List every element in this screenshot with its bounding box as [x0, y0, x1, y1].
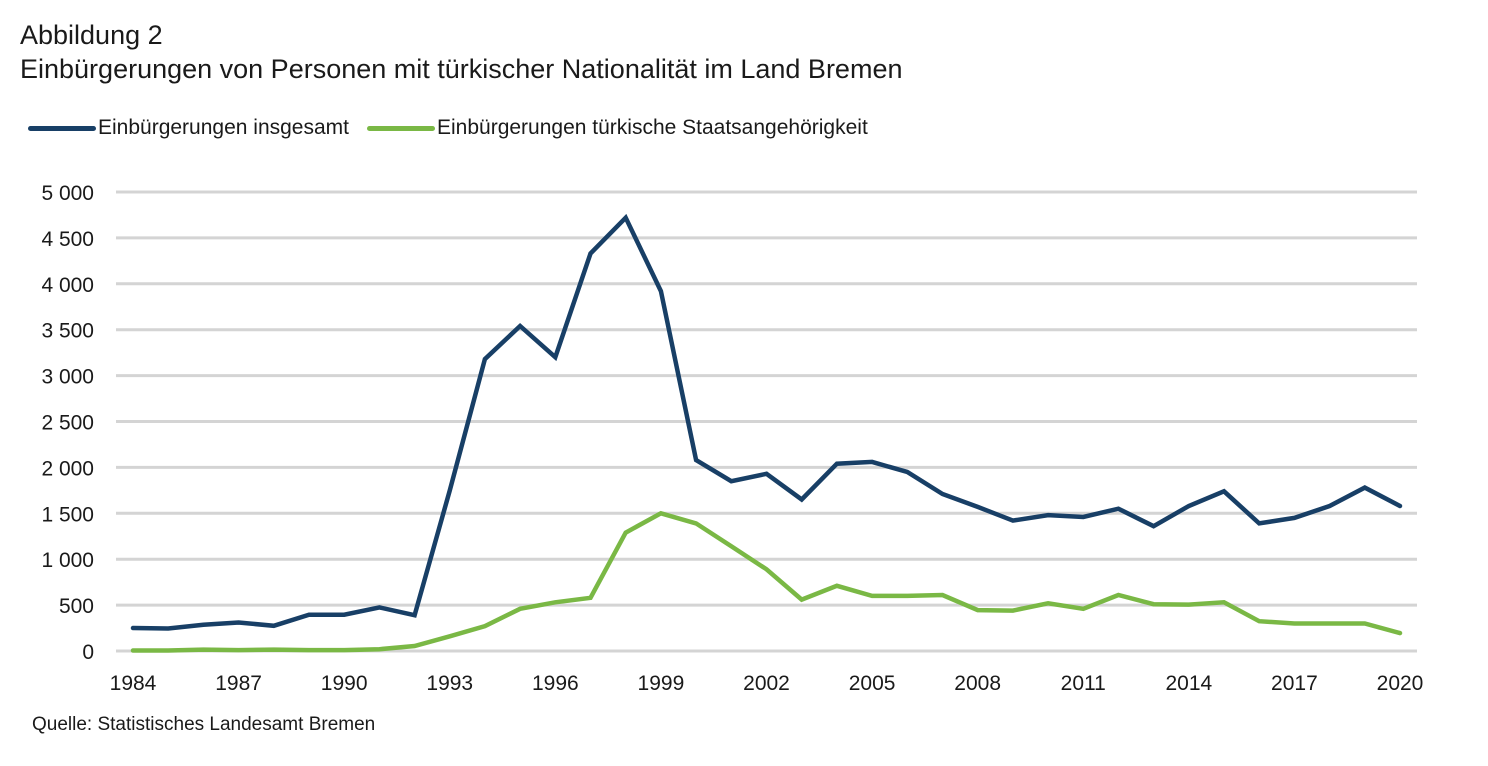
y-tick-label: 1 500 — [41, 503, 94, 526]
x-tick-label: 2011 — [1061, 672, 1106, 695]
x-tick-label: 2014 — [1165, 672, 1212, 695]
y-tick-label: 0 — [82, 641, 94, 664]
legend-item-turkish: Einbürgerungen türkische Staatsangehörig… — [367, 116, 868, 140]
x-tick-label: 2017 — [1271, 672, 1318, 695]
y-tick-label: 4 500 — [41, 228, 94, 251]
x-tick-label: 1993 — [426, 672, 473, 695]
y-tick-label: 5 000 — [41, 182, 94, 205]
x-axis-ticks: 1984 1987 1990 1993 1996 1999 2002 2005 2008 2011… — [110, 672, 1424, 695]
x-tick-label: 1996 — [532, 672, 579, 695]
x-tick-label: 2020 — [1377, 672, 1424, 695]
y-tick-label: 1 000 — [41, 549, 94, 572]
x-tick-label: 1987 — [215, 672, 262, 695]
x-tick-label: 1984 — [110, 672, 157, 695]
figure-label: Abbildung 2 — [20, 20, 163, 50]
x-tick-label: 2005 — [849, 672, 896, 695]
y-tick-label: 3 500 — [41, 320, 94, 343]
y-tick-label: 500 — [59, 595, 94, 618]
legend-label-turkish: Einbürgerungen türkische Staatsangehörig… — [437, 116, 868, 139]
title-block: Abbildung 2 Einbürgerungen von Personen … — [20, 18, 902, 86]
series-lines — [130, 213, 1403, 653]
x-tick-label: 1990 — [321, 672, 368, 695]
y-tick-label: 2 000 — [41, 457, 94, 480]
legend-swatch-turkish — [367, 125, 435, 131]
y-axis-ticks: 0 500 1 000 1 500 2 000 2 500 3 000 3 500 4 000 4… — [41, 182, 94, 664]
series-line-turkish — [130, 510, 1403, 653]
x-tick-label: 2002 — [743, 672, 790, 695]
chart-title: Einbürgerungen von Personen mit türkisch… — [20, 54, 903, 84]
y-tick-label: 4 000 — [41, 274, 94, 297]
y-tick-label: 3 000 — [41, 366, 94, 389]
series-line-total — [130, 213, 1403, 631]
legend-swatch-total — [28, 125, 96, 131]
gridlines — [116, 190, 1417, 653]
x-tick-label: 2008 — [954, 672, 1001, 695]
legend-label-total: Einbürgerungen insgesamt — [98, 116, 349, 139]
legend: Einbürgerungen insgesamt Einbürgerungen … — [28, 116, 886, 140]
source-note: Quelle: Statistisches Landesamt Bremen — [32, 714, 376, 735]
x-tick-label: 1999 — [638, 672, 685, 695]
legend-item-total: Einbürgerungen insgesamt — [28, 116, 349, 140]
y-tick-label: 2 500 — [41, 412, 94, 435]
